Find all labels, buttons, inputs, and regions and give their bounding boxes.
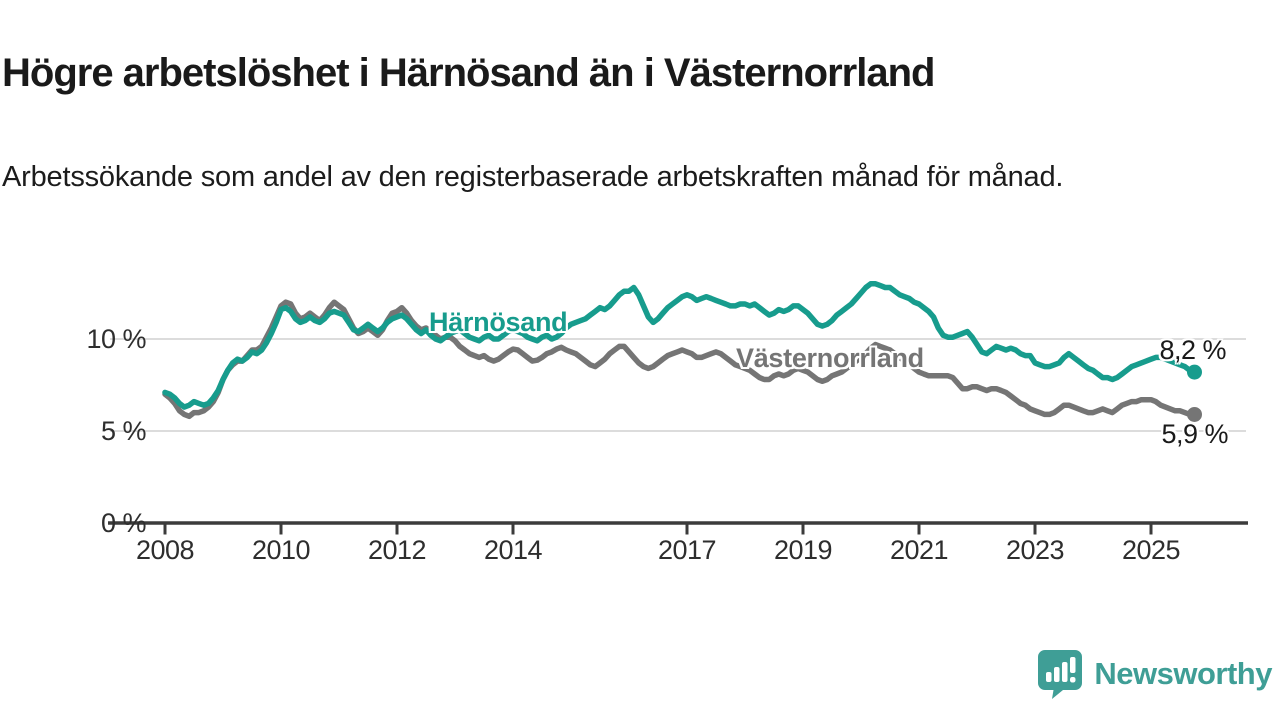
- x-tick-label: 2021: [889, 535, 949, 565]
- series-end-dot-härnösand: [1187, 364, 1202, 380]
- end-value-label-harnosand: 8,2 %: [1159, 335, 1226, 365]
- series-label-vasternorrland: Västernorrland: [736, 343, 924, 373]
- x-tick-label: 2025: [1121, 535, 1181, 565]
- x-tick-label: 2010: [251, 535, 311, 565]
- chart-subtitle: Arbetssökande som andel av den registerb…: [2, 161, 1064, 193]
- series-label-harnosand: Härnösand: [429, 307, 568, 337]
- y-tick-label: 0 %: [100, 508, 147, 538]
- y-tick-label: 10 %: [86, 324, 146, 354]
- newsworthy-branding: Newsworthy: [1037, 649, 1272, 699]
- y-tick-label: 5 %: [100, 416, 147, 446]
- end-value-label-vasternorrland: 5,9 %: [1161, 419, 1228, 449]
- series-line-härnösand: [162, 281, 1198, 410]
- x-tick-label: 2019: [773, 535, 833, 565]
- x-tick-label: 2014: [483, 535, 543, 565]
- page-title: Högre arbetslöshet i Härnösand än i Väst…: [2, 50, 935, 95]
- bar-chart-speech-bubble-icon: [1038, 650, 1083, 699]
- x-tick-label: 2012: [367, 535, 427, 565]
- series-end-dot-västernorrland: [1187, 406, 1202, 422]
- x-tick-label: 2008: [135, 535, 195, 565]
- newsworthy-wordmark: Newsworthy: [1094, 656, 1272, 691]
- logo-bars: [1046, 657, 1076, 683]
- series-line-västernorrland: [162, 299, 1198, 420]
- x-tick-label: 2017: [657, 535, 717, 565]
- x-tick-label: 2023: [1005, 535, 1065, 565]
